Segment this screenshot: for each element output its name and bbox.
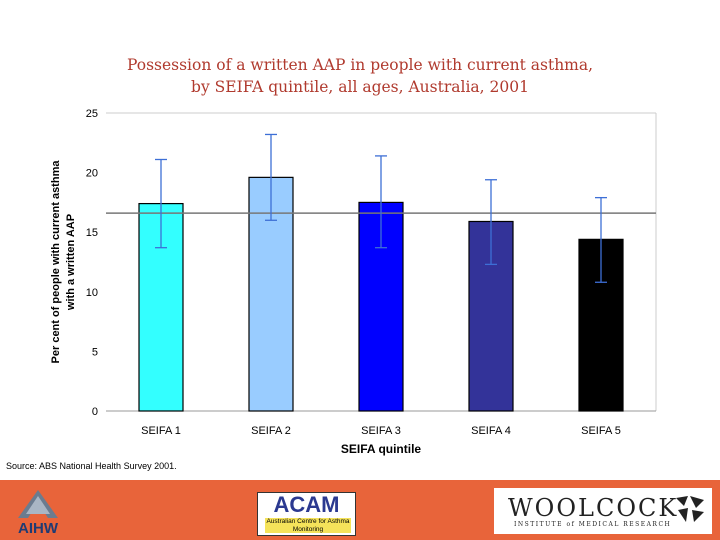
x-tick-label: SEIFA 4 — [471, 425, 511, 437]
acam-logo-title: ACAM — [273, 492, 340, 517]
y-tick-label: 20 — [86, 168, 98, 180]
x-tick-label: SEIFA 5 — [581, 425, 621, 437]
y-tick-label: 25 — [86, 108, 98, 120]
y-tick-label: 5 — [92, 346, 98, 358]
aihw-logo-text: AIHW — [18, 520, 58, 537]
acam-logo: ACAM Australian Centre for Asthma Monito… — [257, 492, 356, 536]
y-axis-label-line-2: with a written AAP — [65, 214, 77, 311]
x-tick-label: SEIFA 1 — [141, 425, 181, 437]
y-tick-label: 0 — [92, 406, 98, 418]
woolcock-logo: WOOLCOCK INSTITUTE of MEDICAL RESEARCH — [494, 488, 712, 534]
woolcock-logo-subtitle: INSTITUTE of MEDICAL RESEARCH — [514, 521, 672, 528]
chart-title-line-2: by SEIFA quintile, all ages, Australia, … — [191, 78, 529, 96]
source-note: Source: ABS National Health Survey 2001. — [6, 461, 177, 471]
acam-logo-subtitle: Australian Centre for Asthma Monitoring — [265, 518, 351, 533]
y-tick-label: 15 — [86, 227, 98, 239]
aihw-logo: AIHW — [8, 488, 68, 537]
chart-title-line-1: Possession of a written AAP in people wi… — [126, 56, 594, 74]
chart-title: Possession of a written AAP in people wi… — [60, 54, 660, 98]
aihw-emblem-icon — [18, 490, 58, 518]
y-tick-label: 10 — [86, 287, 98, 299]
bar-chart: 0 5 10 15 20 25 SEIFA 1 SEIFA 2 SEIFA 3 SEIFA 4 SE… — [50, 108, 657, 456]
x-tick-label: SEIFA 2 — [251, 425, 291, 437]
woolcock-logo-name: WOOLCOCK — [508, 494, 679, 522]
y-axis-label-line-1: Per cent of people with current asthma — [50, 160, 62, 364]
x-axis-label: SEIFA quintile — [341, 442, 422, 456]
woolcock-emblem-icon — [676, 496, 704, 522]
x-tick-label: SEIFA 3 — [361, 425, 401, 437]
footer-bar: AIHW ACAM Australian Centre for Asthma M… — [0, 480, 720, 540]
